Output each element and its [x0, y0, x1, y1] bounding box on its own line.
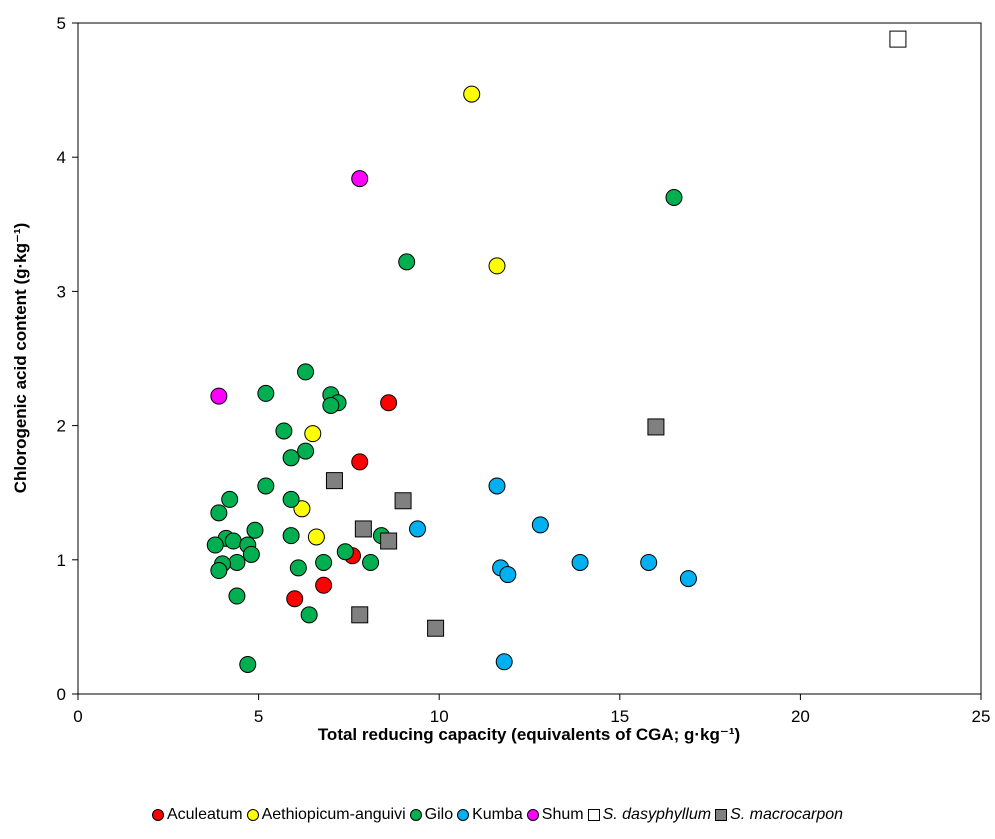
legend-marker — [587, 809, 600, 821]
x-tick-label: 0 — [73, 707, 82, 726]
point-gilo — [228, 553, 246, 571]
y-tick-label: 5 — [57, 14, 66, 33]
y-tick-label: 3 — [57, 282, 66, 301]
point-gilo — [210, 504, 228, 522]
point-aculeatum — [315, 576, 333, 594]
point-gilo — [315, 553, 333, 571]
y-tick-label: 0 — [57, 685, 66, 704]
point-s-macrocarpon — [325, 472, 343, 490]
legend-marker — [151, 809, 164, 821]
plot-area — [77, 22, 982, 695]
point-aculeatum — [351, 453, 369, 471]
y-tick-label: 4 — [57, 148, 66, 167]
legend-item-aethiopicum-anguivi: Aethiopicum-anguivi — [246, 806, 406, 824]
point-gilo — [257, 477, 275, 495]
point-gilo — [246, 521, 264, 539]
legend-item-kumba: Kumba — [457, 806, 523, 824]
x-axis-title: Total reducing capacity (equivalents of … — [318, 725, 740, 744]
point-gilo — [398, 253, 416, 271]
point-gilo — [224, 532, 242, 550]
legend-label: Gilo — [424, 806, 454, 823]
x-tick-label: 15 — [610, 707, 629, 726]
point-gilo — [228, 587, 246, 605]
point-gilo — [336, 543, 354, 561]
legend-marker — [409, 809, 422, 821]
legend-label: S. macrocarpon — [730, 806, 844, 823]
y-tick-label: 2 — [57, 417, 66, 436]
legend-item-s-dasyphyllum: S. dasyphyllum — [587, 806, 712, 824]
point-aethiopicum-anguivi — [488, 257, 506, 275]
legend-label: Kumba — [472, 806, 523, 823]
point-s-macrocarpon — [354, 520, 372, 538]
x-tick-label: 5 — [254, 707, 263, 726]
x-tick-label: 10 — [430, 707, 449, 726]
legend-item-gilo: Gilo — [409, 806, 454, 824]
point-s-macrocarpon — [394, 492, 412, 510]
x-axis-ticks: 0 5 10 15 20 25 — [73, 694, 990, 726]
point-s-macrocarpon — [351, 606, 369, 624]
point-aethiopicum-anguivi — [293, 500, 311, 518]
point-gilo — [289, 559, 307, 577]
point-gilo — [282, 449, 300, 467]
legend-item-s-macrocarpon: S. macrocarpon — [715, 806, 843, 824]
y-axis-title: Chlorogenic acid content (g·kg⁻¹) — [11, 223, 30, 494]
legend-label: S. dasyphyllum — [602, 806, 712, 823]
point-kumba — [499, 566, 517, 584]
point-s-macrocarpon — [647, 418, 665, 436]
point-gilo — [300, 606, 318, 624]
point-kumba — [495, 653, 513, 671]
y-axis-ticks: 0 1 2 3 4 5 — [57, 14, 78, 704]
legend-label: Shum — [541, 806, 584, 823]
point-gilo — [221, 490, 239, 508]
legend-label: Aethiopicum-anguivi — [261, 806, 406, 823]
point-gilo — [282, 490, 300, 508]
legend-item-shum: Shum — [526, 806, 584, 824]
point-gilo — [210, 562, 228, 580]
legend-marker — [457, 809, 470, 821]
point-gilo — [322, 396, 340, 414]
point-kumba — [679, 570, 697, 588]
legend-marker — [246, 809, 259, 821]
point-kumba — [488, 477, 506, 495]
point-gilo — [665, 188, 683, 206]
point-gilo — [257, 384, 275, 402]
point-gilo — [362, 553, 380, 571]
legend: Aculeatum Aethiopicum-anguivi Gilo Kumba Shu… — [0, 806, 995, 826]
point-kumba — [571, 553, 589, 571]
point-shum — [210, 387, 228, 405]
point-gilo — [282, 527, 300, 545]
y-tick-label: 1 — [57, 551, 66, 570]
point-s-dasyphyllum — [889, 30, 907, 48]
point-aculeatum — [380, 394, 398, 412]
point-aethiopicum-anguivi — [307, 528, 325, 546]
point-gilo — [239, 655, 257, 673]
legend-marker — [526, 809, 539, 821]
point-gilo — [297, 363, 315, 381]
data-points — [206, 30, 907, 673]
point-gilo — [206, 536, 224, 554]
x-tick-label: 20 — [791, 707, 810, 726]
point-aethiopicum-anguivi — [304, 425, 322, 443]
point-s-macrocarpon — [427, 619, 445, 637]
point-shum — [351, 170, 369, 188]
point-aculeatum — [286, 590, 304, 608]
point-s-macrocarpon — [380, 532, 398, 550]
legend-item-aculeatum: Aculeatum — [151, 806, 243, 824]
x-tick-label: 25 — [972, 707, 991, 726]
point-aethiopicum-anguivi — [463, 85, 481, 103]
point-kumba — [640, 553, 658, 571]
legend-marker — [715, 809, 728, 821]
point-kumba — [409, 520, 427, 538]
point-gilo — [242, 545, 260, 563]
point-gilo — [297, 442, 315, 460]
point-kumba — [531, 516, 549, 534]
point-gilo — [275, 422, 293, 440]
scatter-chart: 0 1 2 3 4 5 0 5 10 15 20 25 Total reducing capacit… — [11, 14, 990, 744]
legend-label: Aculeatum — [166, 806, 243, 823]
